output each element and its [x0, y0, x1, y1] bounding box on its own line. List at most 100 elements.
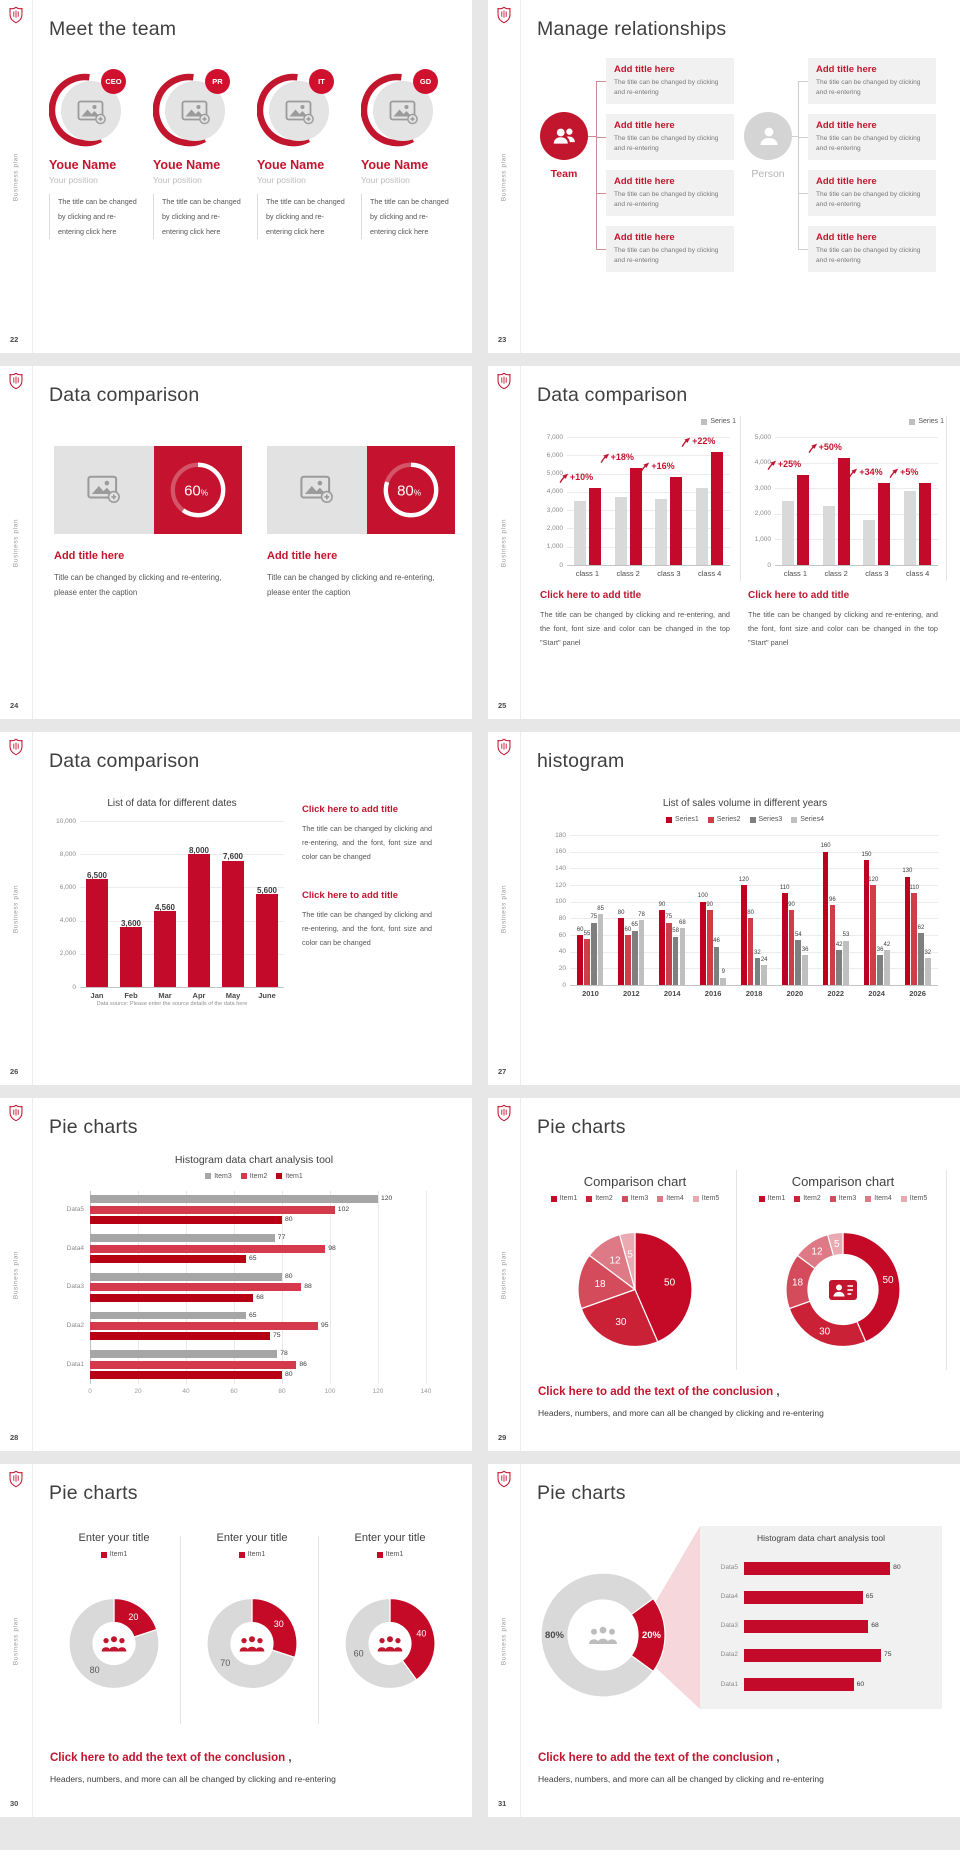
bar [90, 1195, 378, 1204]
chart-title: List of sales volume in different years [662, 798, 828, 809]
slice-value-label: 60 [354, 1649, 364, 1659]
connector-line [798, 81, 808, 82]
bar [90, 1234, 275, 1243]
gridline [775, 462, 938, 464]
bar [90, 1293, 254, 1302]
legend-label: Item3 [838, 1195, 857, 1202]
bar-value-label: 95 [321, 1321, 329, 1329]
bar [638, 920, 645, 985]
connector-line [798, 137, 808, 138]
gridline [80, 920, 284, 922]
slide-thumbnail-24[interactable]: Business plan 24 Data comparison 60% Add … [0, 366, 472, 719]
axis-tick-label: 5,000 [754, 433, 771, 441]
percent-ring: 80% [383, 462, 439, 518]
chart-slice [580, 1288, 659, 1348]
box-text: The title can be changed by clicking and… [614, 78, 719, 97]
people-group-icon [99, 1633, 129, 1655]
bar-value-label: 32 [924, 949, 932, 956]
vertical-business-plan-label: Business plan [500, 884, 508, 933]
bar [659, 910, 665, 985]
logo-shield-icon [9, 738, 23, 756]
annotation-text: +25% [777, 459, 802, 470]
legend-item: Item2 [794, 1195, 821, 1202]
avatar-placeholder-icon: GD [361, 69, 439, 148]
slide-content: Pie charts Histogram data chart analysis… [34, 1098, 472, 1451]
growth-annotation: +16% [640, 461, 675, 473]
bar-value-label: 160 [820, 843, 831, 850]
slide-thumbnail-25[interactable]: Business plan 25 Data comparison Series … [488, 366, 960, 719]
bar [629, 468, 642, 565]
image-placeholder-icon [54, 446, 154, 534]
category-label: class 2 [824, 569, 848, 578]
slide-thumbnail-26[interactable]: Business plan 26 Data comparison List of… [0, 732, 472, 1085]
connector-line [596, 137, 606, 138]
arrow-up-icon [808, 443, 818, 453]
percent-ring-panel: 60% [154, 446, 242, 534]
conclusion-text: Headers, numbers, and more can all be ch… [50, 1774, 336, 1784]
page-number: 29 [498, 1433, 507, 1442]
team-icon [551, 125, 577, 147]
slide-thumbnail-22[interactable]: Business plan 22 Meet the team CEO Youe N… [0, 0, 472, 353]
bar [747, 918, 754, 985]
chart-legend: Item1 Item2 Item3 Item4 Item5 [534, 1195, 736, 1202]
slice-value-label: 40 [416, 1628, 426, 1638]
axis-tick-label: 20 [134, 1388, 142, 1395]
slide-thumbnail-28[interactable]: Business plan 28 Pie charts Histogram da… [0, 1098, 472, 1451]
bar [679, 928, 686, 985]
slide-thumbnail-23[interactable]: Business plan 23 Manage relationships Te… [488, 0, 960, 353]
axis-tick-label: 0 [88, 1388, 92, 1395]
category-label: 2024 [868, 989, 885, 998]
gridline [775, 565, 938, 566]
avatar-placeholder-icon: CEO [49, 69, 127, 148]
chart-legend: Item1 [184, 1551, 320, 1558]
axis-tick-label: 120 [372, 1388, 384, 1395]
conclusion-title: Click here to add the text of the conclu… [50, 1752, 292, 1764]
caption-title: Click here to add title [540, 590, 642, 601]
bar [720, 977, 727, 985]
category-label: 2020 [786, 989, 804, 998]
growth-annotation: +18% [600, 452, 634, 464]
gridline [775, 437, 938, 438]
category-label: 2016 [704, 989, 722, 998]
bar-value-label: 65 [249, 1311, 257, 1319]
bar-value-label: 80 [285, 1371, 293, 1379]
growth-annotation: +34% [848, 467, 883, 479]
person-card-icon [828, 1277, 858, 1303]
gridline [570, 885, 938, 886]
axis-tick-label: 2,000 [546, 524, 563, 532]
legend-label: Item1 [559, 1195, 578, 1202]
legend-swatch [100, 1551, 107, 1558]
legend-swatch [276, 1173, 283, 1179]
legend-item: Item1 [238, 1551, 265, 1558]
slide-thumbnail-30[interactable]: Business plan 30 Pie charts Enter your t… [0, 1464, 472, 1817]
legend-item: Series 1 [909, 418, 944, 425]
legend-swatch [205, 1173, 212, 1179]
slide-thumbnail-31[interactable]: Business plan 31 Pie charts 20% 80% Histo… [488, 1464, 960, 1817]
stat-card-body: 60% [54, 446, 242, 534]
role-badge: CEO [101, 69, 126, 94]
bar [90, 1216, 282, 1225]
legend-label: Item1 [385, 1551, 404, 1558]
bar-value-label: 53 [842, 932, 850, 939]
vertical-business-plan-label: Business plan [500, 152, 508, 201]
bar-value-label: 78 [280, 1350, 288, 1358]
chart-slice [826, 1231, 844, 1257]
axis-tick-label: 120 [555, 881, 566, 889]
category-label: class 4 [906, 569, 930, 578]
arrow-up-icon [559, 473, 569, 484]
donut-chart-20: Enter your title Item1 20 80 [46, 1532, 182, 1722]
legend-item: Series4 [791, 816, 824, 823]
member-description: The title can be changed by clicking and… [257, 194, 346, 240]
slide-content: Pie charts Comparison chart Item1 Item2 Ite… [522, 1098, 960, 1451]
chart-title: Enter your title [354, 1532, 426, 1544]
gridline [426, 1190, 427, 1384]
axis-tick-label: 2,000 [59, 950, 76, 958]
gridline [567, 473, 730, 475]
legend-swatch [829, 1195, 836, 1202]
bar [706, 910, 713, 985]
slide-thumbnail-29[interactable]: Business plan 29 Pie charts Comparison c… [488, 1098, 960, 1451]
legend-item: Item4 [657, 1195, 684, 1202]
slide-thumbnail-27[interactable]: Business plan 27 histogram List of sales… [488, 732, 960, 1085]
axis-tick-label: 1,000 [754, 535, 771, 543]
